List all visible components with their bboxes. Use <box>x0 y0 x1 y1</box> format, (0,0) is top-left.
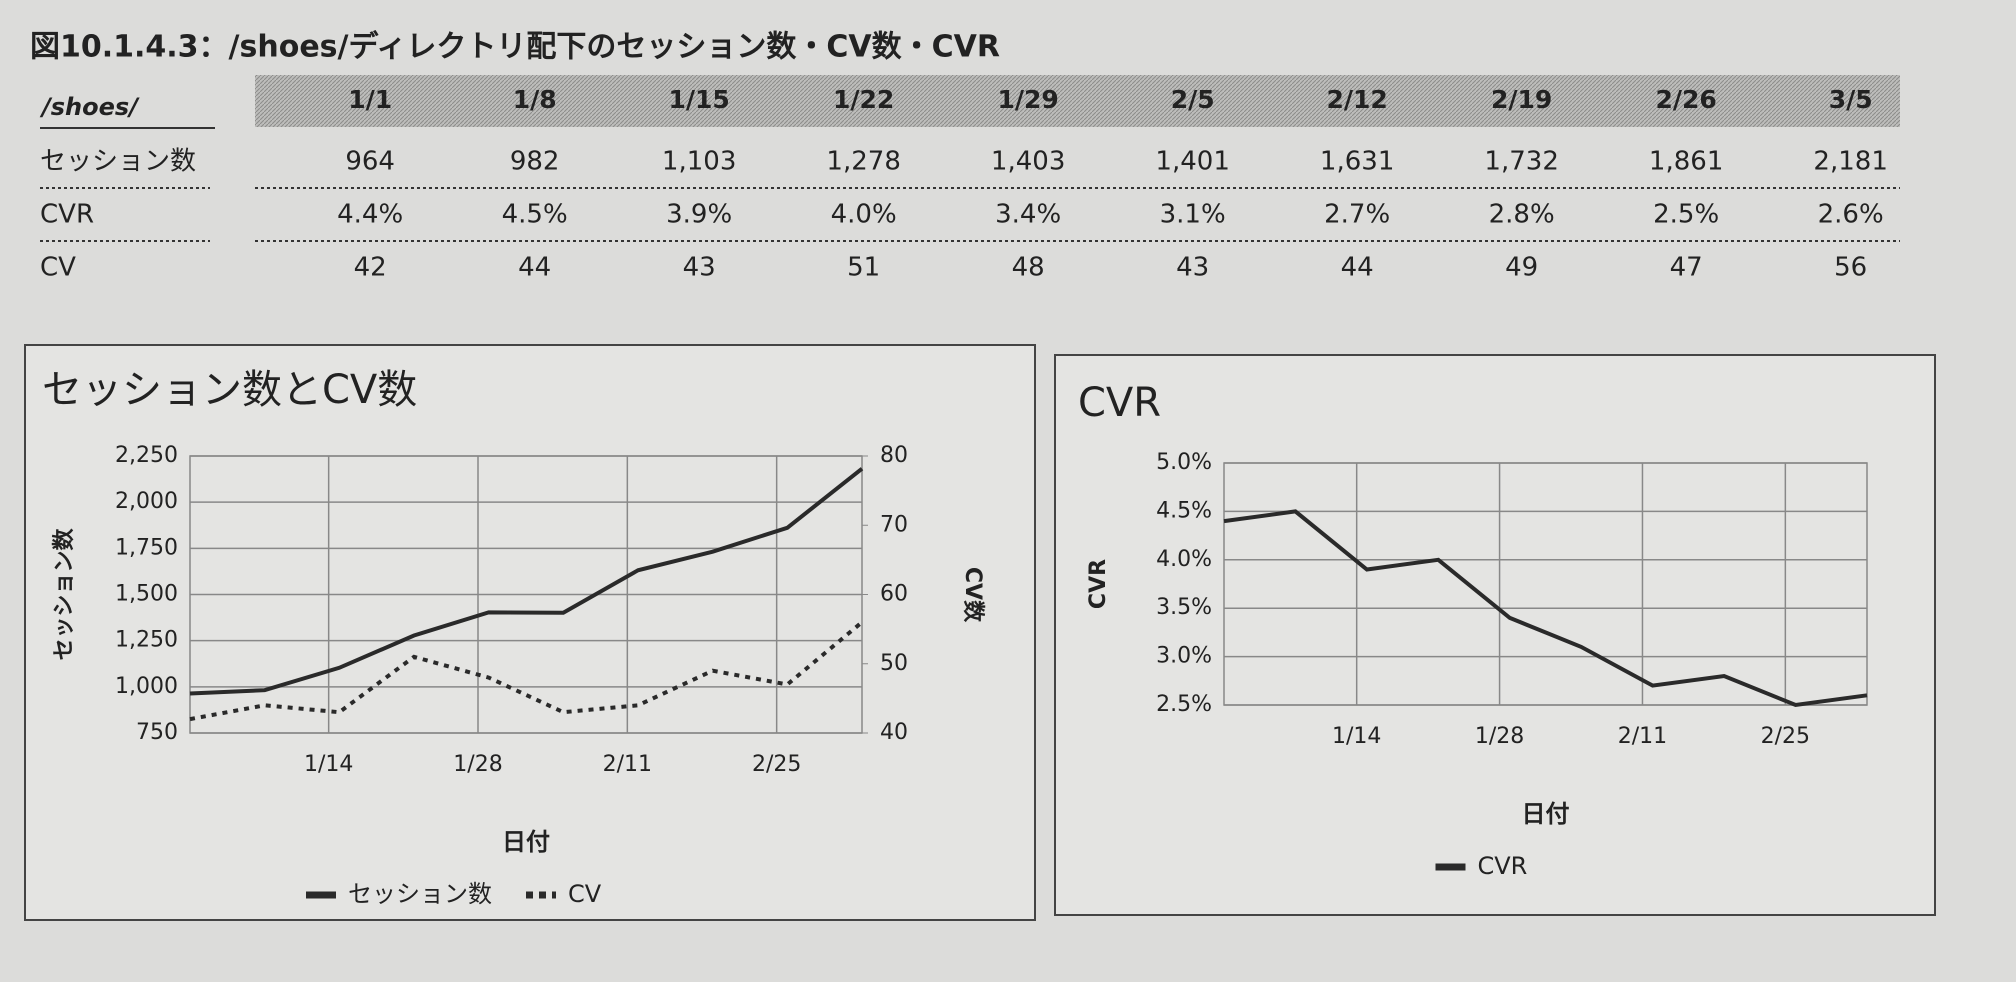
table-cell: 3.4% <box>995 200 1061 230</box>
y-axis-label: セッション数 <box>51 528 77 661</box>
y2-tick-label: 50 <box>880 651 908 676</box>
table-cell: 1,732 <box>1484 147 1558 177</box>
table-cell: 44 <box>1341 253 1374 283</box>
chart-title: CVR <box>1078 380 1161 426</box>
table-cell: 1,278 <box>826 147 900 177</box>
chart-title: セッション数とCV数 <box>42 367 417 413</box>
table-cell: 964 <box>345 147 395 177</box>
y-axis-label: CVR <box>1086 559 1111 609</box>
table-cell: 42 <box>354 253 387 283</box>
series-line <box>189 620 864 722</box>
column-header: 1/29 <box>997 85 1058 114</box>
y-tick-label: 1,000 <box>115 674 178 699</box>
y-tick-label: 1,500 <box>115 582 178 607</box>
y-tick-label: 2,000 <box>115 489 178 514</box>
y2-tick-label: 40 <box>880 720 908 745</box>
x-tick-label: 2/25 <box>1761 724 1810 749</box>
y2-tick-label: 80 <box>880 443 908 468</box>
plot-frame <box>189 455 863 734</box>
table-cell: 47 <box>1670 253 1703 283</box>
y-tick-label: 750 <box>136 720 178 745</box>
column-header: 2/5 <box>1171 85 1215 114</box>
x-axis-label: 日付 <box>1522 800 1570 828</box>
legend-label: CV <box>568 880 602 908</box>
table-cell: 2,181 <box>1813 147 1887 177</box>
y-tick-label: 2.5% <box>1156 692 1212 717</box>
x-axis-label: 日付 <box>502 828 550 856</box>
x-tick-label: 1/14 <box>1332 724 1381 749</box>
column-header: 2/12 <box>1326 85 1387 114</box>
table-cell: 3.9% <box>666 200 732 230</box>
table-cell: 51 <box>847 253 880 283</box>
x-tick-label: 2/25 <box>752 752 801 777</box>
table-cell: 43 <box>1176 253 1209 283</box>
y-tick-label: 5.0% <box>1156 450 1212 475</box>
chart-frame <box>24 344 1036 921</box>
column-header: 3/5 <box>1829 85 1873 114</box>
table-cell: 1,631 <box>1320 147 1394 177</box>
content: /shoes/1/1 1/8 1/15 1/22 1/29 2/5 2/12 2/19 2/26… <box>39 85 1900 908</box>
legend-label: セッション数 <box>348 880 492 908</box>
table-cell: 49 <box>1505 253 1538 283</box>
y-tick-label: 3.5% <box>1156 595 1212 620</box>
y-tick-label: 1,750 <box>115 535 178 560</box>
y-tick-label: 4.0% <box>1156 547 1212 572</box>
column-header: 2/26 <box>1655 85 1716 114</box>
plot-frame <box>1223 462 1868 706</box>
y-tick-label: 2,250 <box>115 443 178 468</box>
table-cell: 4.5% <box>502 200 568 230</box>
table-cell: 2.8% <box>1489 200 1555 230</box>
chart-frame <box>1054 354 1936 916</box>
table-cell: 2.7% <box>1324 200 1390 230</box>
table-cell: 4.4% <box>337 200 403 230</box>
column-header: 1/22 <box>833 85 894 114</box>
row-label: CV <box>40 253 76 283</box>
y2-tick-label: 70 <box>880 512 908 537</box>
series-line <box>1223 509 1868 708</box>
table-cell: 4.0% <box>831 200 897 230</box>
y-tick-label: 1,250 <box>115 628 178 653</box>
table-cell: 1,103 <box>662 147 736 177</box>
table-cell: 43 <box>683 253 716 283</box>
row-label: CVR <box>40 200 94 230</box>
y-tick-label: 4.5% <box>1156 498 1212 523</box>
y2-axis-label: CV数 <box>960 567 986 623</box>
x-tick-label: 2/11 <box>603 752 652 777</box>
table-cell: 56 <box>1834 253 1867 283</box>
column-header: 1/1 <box>348 85 392 114</box>
table-corner: /shoes/ <box>39 93 140 121</box>
series-line <box>189 467 864 696</box>
y-tick-label: 3.0% <box>1156 644 1212 669</box>
table-cell: 982 <box>510 147 560 177</box>
row-label: セッション数 <box>40 147 196 177</box>
x-tick-label: 1/28 <box>1475 724 1524 749</box>
legend-label: CVR <box>1478 852 1528 880</box>
x-tick-label: 1/14 <box>304 752 353 777</box>
table-header-band <box>255 75 1900 127</box>
y2-tick-label: 60 <box>880 582 908 607</box>
table-cell: 3.1% <box>1160 200 1226 230</box>
table-cell: 2.6% <box>1818 200 1884 230</box>
x-tick-label: 1/28 <box>453 752 502 777</box>
x-tick-label: 2/11 <box>1618 724 1667 749</box>
table-cell: 2.5% <box>1653 200 1719 230</box>
table-cell: 44 <box>518 253 551 283</box>
column-header: 1/8 <box>513 85 557 114</box>
table-cell: 48 <box>1012 253 1045 283</box>
figure-title: 図10.1.4.3：/shoes/ディレクトリ配下のセッション数・CV数・CVR <box>30 30 1000 65</box>
table-cell: 1,403 <box>991 147 1065 177</box>
table-cell: 1,401 <box>1155 147 1229 177</box>
column-header: 1/15 <box>668 85 729 114</box>
table-cell: 1,861 <box>1649 147 1723 177</box>
column-header: 2/19 <box>1491 85 1552 114</box>
